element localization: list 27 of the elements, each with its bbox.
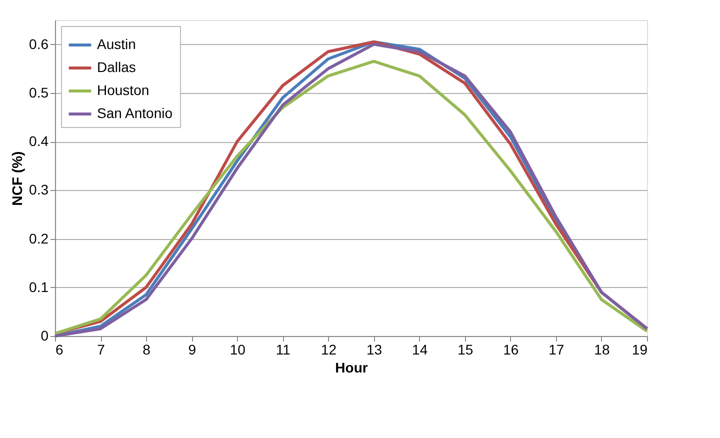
- legend-label: Austin: [97, 36, 136, 52]
- x-tick-label: 6: [56, 342, 64, 358]
- x-tick-label: 19: [632, 342, 648, 358]
- x-axis-title: Hour: [335, 360, 368, 376]
- x-tick-label: 18: [594, 342, 610, 358]
- x-tick-label: 16: [503, 342, 519, 358]
- y-tick-label: 0.2: [29, 230, 49, 246]
- legend-label: Houston: [97, 82, 150, 98]
- x-tick-label: 7: [97, 342, 106, 358]
- legend-label: Dallas: [97, 59, 136, 75]
- legend-label: San Antonio: [97, 105, 173, 121]
- x-tick-label: 12: [320, 342, 337, 358]
- y-tick-label: 0.6: [29, 36, 49, 52]
- y-tick-label: 0.4: [29, 133, 49, 150]
- y-tick-label: 0.3: [29, 182, 49, 198]
- x-tick-label: 15: [458, 342, 474, 358]
- x-tick-label: 11: [276, 342, 291, 358]
- x-tick-label: 8: [142, 342, 151, 358]
- y-tick-label: 0.1: [29, 278, 49, 295]
- x-tick-label: 9: [188, 342, 196, 358]
- x-tick-label: 14: [412, 342, 428, 358]
- y-tick-label: 0.5: [29, 84, 49, 100]
- x-tick-label: 10: [230, 342, 246, 358]
- x-tick-label: 13: [366, 342, 382, 358]
- y-axis-title: NCF (%): [9, 151, 26, 206]
- x-tick-label: 17: [548, 342, 564, 358]
- y-tick-label: 0: [40, 328, 49, 344]
